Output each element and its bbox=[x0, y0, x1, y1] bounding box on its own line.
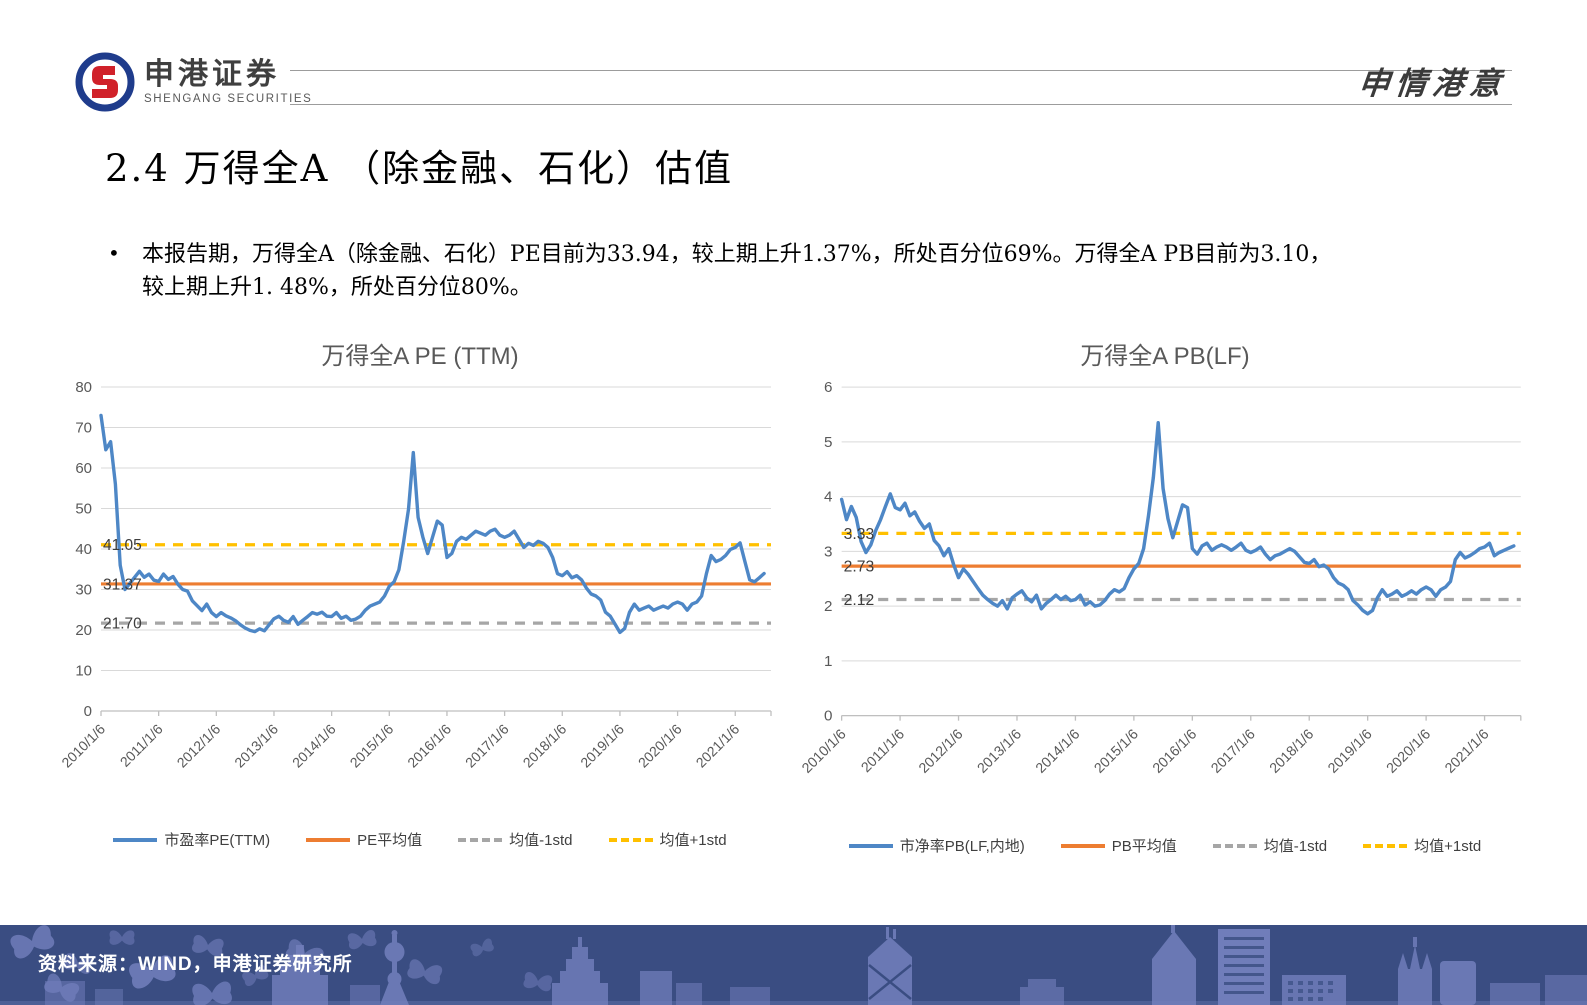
x-tick-label: 2012/1/6 bbox=[916, 726, 966, 776]
x-tick-label: 2021/1/6 bbox=[693, 721, 743, 771]
legend-swatch bbox=[1060, 843, 1105, 848]
x-tick-label: 2018/1/6 bbox=[1267, 726, 1317, 776]
y-tick-label: 20 bbox=[75, 622, 92, 639]
buildings-decor bbox=[0, 925, 1587, 1005]
city-skyline-graphic bbox=[0, 925, 1587, 1005]
legend-item: 均值+1std bbox=[608, 829, 727, 850]
y-tick-label: 40 bbox=[75, 541, 92, 558]
x-tick-label: 2010/1/6 bbox=[58, 721, 108, 771]
ref-line-value-label: 3.33 bbox=[844, 526, 875, 543]
x-tick-label: 2019/1/6 bbox=[1325, 726, 1375, 776]
series-line bbox=[839, 421, 1516, 616]
header-slogan: 申情港意 bbox=[1356, 66, 1509, 102]
series-line bbox=[99, 413, 766, 635]
legend-swatch bbox=[1363, 843, 1408, 848]
legend-swatch bbox=[608, 837, 653, 842]
y-tick-label: 80 bbox=[75, 379, 92, 396]
header-rule-bottom bbox=[290, 104, 1512, 105]
legend-item: 市净率PB(LF,内地) bbox=[848, 835, 1025, 856]
ref-line-value-label: 31.37 bbox=[103, 576, 142, 593]
pb-chart: 万得全A PB(LF) 0 1 2 3 4 5 6 2010/1/6 2011/1/6 2012/… bbox=[795, 336, 1535, 856]
legend-label: 市净率PB(LF,内地) bbox=[899, 838, 1025, 856]
bullet-text: 本报告期，万得全A（除金融、石化）PE目前为33.94，较上期上升1.37%，所… bbox=[142, 238, 1331, 304]
y-tick-label: 10 bbox=[75, 663, 92, 680]
data-source-note: 资料来源：WIND，申港证券研究所 bbox=[38, 954, 353, 975]
x-tick-label: 2014/1/6 bbox=[1033, 726, 1083, 776]
legend-label: 均值-1std bbox=[509, 832, 573, 849]
legend-label: 均值+1std bbox=[1414, 838, 1482, 856]
footer-banner: 资料来源：WIND，申港证券研究所 bbox=[0, 925, 1587, 1005]
legend-item: 均值-1std bbox=[458, 829, 573, 850]
pe-chart-plot: 0 10 20 30 40 50 60 70 80 2010/1/6 2011/1/6 2012/1/… bbox=[58, 379, 772, 771]
x-tick-label: 2016/1/6 bbox=[1150, 726, 1200, 776]
legend-item: PB平均值 bbox=[1060, 835, 1177, 856]
y-tick-label: 0 bbox=[824, 708, 832, 725]
pb-chart-title: 万得全A PB(LF) bbox=[1080, 343, 1250, 370]
ref-line-value-label: 21.70 bbox=[103, 616, 142, 633]
shengang-logo-icon bbox=[75, 52, 135, 112]
pe-chart-legend: 市盈率PE(TTM) PE平均值 均值-1std 均值+1std bbox=[55, 829, 785, 850]
ref-line-value-label: 41.05 bbox=[103, 537, 142, 554]
legend-item: PE平均值 bbox=[306, 829, 422, 850]
x-tick-label: 2014/1/6 bbox=[289, 721, 339, 771]
legend-swatch bbox=[848, 843, 893, 848]
x-tick-label: 2013/1/6 bbox=[975, 726, 1025, 776]
legend-swatch bbox=[1212, 843, 1257, 848]
legend-swatch bbox=[458, 837, 503, 842]
x-tick-label: 2011/1/6 bbox=[858, 726, 908, 776]
brand-name-cn: 申港证券 bbox=[144, 58, 280, 91]
x-tick-label: 2018/1/6 bbox=[520, 721, 570, 771]
y-tick-label: 6 bbox=[824, 379, 832, 396]
legend-swatch bbox=[306, 837, 351, 842]
x-tick-label: 2013/1/6 bbox=[231, 721, 281, 771]
x-tick-label: 2015/1/6 bbox=[347, 721, 397, 771]
legend-item: 均值+1std bbox=[1363, 835, 1481, 856]
y-tick-label: 60 bbox=[75, 460, 92, 477]
page-title: 2.4 万得全A （除金融、石化）估值 bbox=[105, 147, 734, 190]
logo-s-glyph bbox=[92, 66, 118, 98]
y-tick-label: 70 bbox=[75, 420, 92, 437]
legend-label: 均值-1std bbox=[1263, 838, 1328, 856]
x-tick-label: 2010/1/6 bbox=[799, 726, 849, 776]
ref-line-value-label: 2.12 bbox=[844, 592, 875, 609]
pe-chart: 万得全A PE (TTM) 0 10 20 30 40 50 60 70 80 2010/1/6 2… bbox=[55, 336, 785, 850]
header-rule-top bbox=[290, 70, 1512, 71]
x-tick-label: 2020/1/6 bbox=[635, 721, 685, 771]
legend-swatch bbox=[113, 837, 158, 842]
pe-chart-title: 万得全A PE (TTM) bbox=[321, 343, 519, 370]
x-tick-label: 2021/1/6 bbox=[1442, 726, 1492, 776]
y-tick-label: 30 bbox=[75, 582, 92, 599]
x-tick-label: 2020/1/6 bbox=[1384, 726, 1434, 776]
x-tick-label: 2017/1/6 bbox=[462, 721, 512, 771]
bullet-line-1: 本报告期，万得全A（除金融、石化）PE目前为33.94，较上期上升1.37%，所… bbox=[142, 242, 1332, 267]
legend-label: 均值+1std bbox=[659, 832, 727, 849]
legend-item: 市盈率PE(TTM) bbox=[113, 829, 270, 850]
x-tick-label: 2017/1/6 bbox=[1208, 726, 1258, 776]
bullet-line-2: 较上期上升1. 48%，所处百分位80%。 bbox=[142, 275, 532, 300]
y-tick-label: 1 bbox=[824, 653, 832, 670]
bullet-marker: • bbox=[108, 241, 120, 265]
ref-line-value-label: 2.73 bbox=[844, 559, 875, 576]
x-tick-label: 2015/1/6 bbox=[1091, 726, 1141, 776]
x-tick-label: 2012/1/6 bbox=[174, 721, 224, 771]
x-tick-label: 2019/1/6 bbox=[577, 721, 627, 771]
y-tick-label: 4 bbox=[824, 489, 832, 506]
legend-item: 均值-1std bbox=[1212, 835, 1328, 856]
brand-name-en: SHENGANG SECURITIES bbox=[144, 93, 313, 105]
y-tick-label: 50 bbox=[75, 501, 92, 518]
y-tick-label: 0 bbox=[84, 703, 92, 720]
x-tick-label: 2011/1/6 bbox=[117, 721, 166, 770]
legend-label: PE平均值 bbox=[357, 832, 423, 849]
x-tick-label: 2016/1/6 bbox=[404, 721, 454, 771]
y-tick-label: 2 bbox=[824, 598, 832, 615]
y-tick-label: 5 bbox=[824, 434, 832, 451]
brand-block: 申港证券 SHENGANG SECURITIES bbox=[144, 58, 312, 105]
y-tick-label: 3 bbox=[824, 543, 832, 560]
legend-label: PB平均值 bbox=[1111, 838, 1177, 856]
legend-label: 市盈率PE(TTM) bbox=[164, 832, 271, 849]
pb-chart-legend: 市净率PB(LF,内地) PB平均值 均值-1std 均值+1std bbox=[795, 835, 1535, 856]
summary-bullet: • 本报告期，万得全A（除金融、石化）PE目前为33.94，较上期上升1.37%… bbox=[108, 238, 1468, 304]
